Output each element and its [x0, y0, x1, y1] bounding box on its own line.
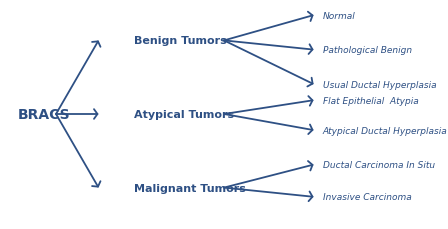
Text: Malignant Tumors: Malignant Tumors — [134, 183, 246, 193]
Text: Atypical Tumors: Atypical Tumors — [134, 109, 234, 120]
Text: Invasive Carcinoma: Invasive Carcinoma — [323, 192, 411, 202]
Text: Atypical Ductal Hyperplasia: Atypical Ductal Hyperplasia — [323, 126, 447, 135]
Text: Pathological Benign: Pathological Benign — [323, 46, 412, 55]
Text: Benign Tumors: Benign Tumors — [134, 36, 227, 46]
Text: Normal: Normal — [323, 11, 355, 21]
Text: BRACS: BRACS — [18, 108, 70, 121]
Text: Flat Epithelial  Atypia: Flat Epithelial Atypia — [323, 96, 418, 105]
Text: Ductal Carcinoma In Situ: Ductal Carcinoma In Situ — [323, 160, 435, 169]
Text: Usual Ductal Hyperplasia: Usual Ductal Hyperplasia — [323, 80, 436, 89]
